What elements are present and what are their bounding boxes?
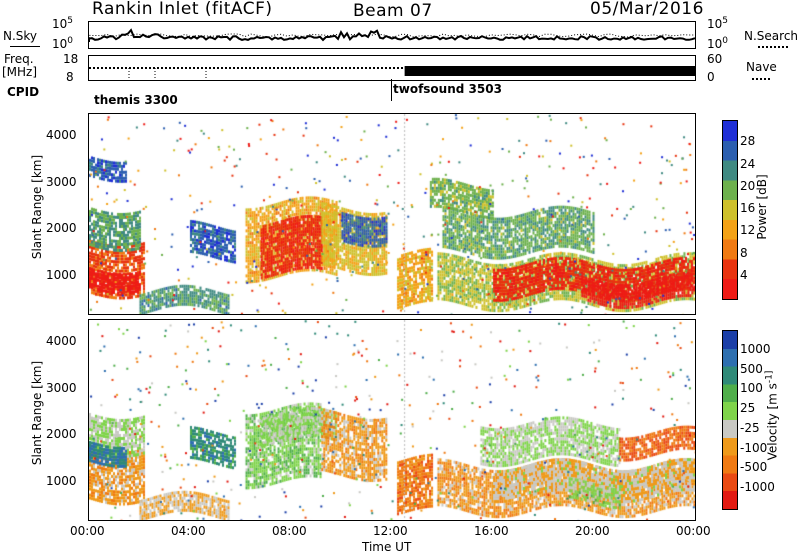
freq-label: Freq.	[4, 52, 34, 66]
colorbar-tick-label: 16	[740, 201, 756, 215]
colorbar-tick-label: -500	[740, 460, 768, 475]
station-title: Rankin Inlet (fitACF)	[92, 0, 273, 19]
power-panel	[88, 113, 696, 315]
time-tick-label: 12:00	[373, 524, 408, 538]
nsky-label-underline	[10, 46, 40, 47]
time-tick-label: 00:00	[70, 524, 105, 538]
nsky-series	[89, 28, 695, 42]
nsky-tick-bottom: 100	[52, 36, 74, 51]
range-tick-label: 4000	[46, 334, 77, 349]
colorbar-tick-label: 20	[740, 178, 756, 193]
colorbar-tick-label: 100	[740, 381, 763, 396]
cpid-strip: themis 3300 twofsound 3503	[88, 79, 694, 107]
colorbar-tick-label: -25	[740, 420, 760, 435]
range-tick-label: 2000	[46, 427, 77, 442]
velocity-heatmap	[89, 320, 695, 520]
nave-label: Nave	[746, 60, 777, 74]
cpid-switch-line	[391, 79, 392, 101]
freq-tick-top: 18	[63, 52, 79, 66]
time-axis-label: Time UT	[362, 540, 412, 554]
freq-nave-panel	[88, 55, 696, 81]
velocity-panel	[88, 319, 696, 521]
velocity-range-axis-label: Slant Range [km]	[30, 360, 44, 466]
time-tick-label: 16:00	[474, 524, 509, 538]
beam-title: Beam 07	[353, 1, 433, 21]
freq-series-2	[404, 66, 695, 76]
noise-panel	[88, 21, 696, 49]
power-colorbar	[722, 120, 738, 300]
time-tick-label: 04:00	[171, 524, 206, 538]
range-tick-label: 2000	[46, 221, 77, 236]
nave-tick-top: 60	[707, 52, 723, 66]
nsearch-tick-top: 105	[707, 16, 729, 31]
nsearch-dotted-line	[758, 46, 788, 48]
time-tick-label: 08:00	[272, 524, 307, 538]
nsearch-label: N.Search	[744, 29, 799, 43]
freq-nave-plot	[89, 66, 695, 78]
freq-tick-bottom: 8	[66, 70, 74, 84]
colorbar-tick-label: 25	[740, 401, 756, 416]
nsky-tick-top: 105	[52, 16, 74, 31]
velocity-colorbar-label: Velocity [m s-1]	[764, 370, 780, 461]
range-tick-label: 4000	[46, 128, 77, 143]
colorbar-tick-label: 4	[740, 267, 748, 282]
velocity-colorbar	[722, 330, 738, 510]
colorbar-tick-label: -100	[740, 440, 768, 455]
range-tick-label: 3000	[46, 380, 77, 395]
power-colorbar-label: Power [dB]	[755, 174, 769, 240]
colorbar-tick-label: 500	[740, 361, 763, 376]
range-tick-label: 1000	[46, 473, 77, 488]
power-heatmap	[89, 114, 695, 314]
cpid-mode-2: twofsound 3503	[393, 82, 502, 96]
nave-dotted-line	[752, 78, 770, 80]
nsearch-tick-bottom: 100	[707, 36, 729, 51]
colorbar-tick-label: 8	[740, 245, 748, 260]
freq-unit-label: [MHz]	[2, 65, 38, 79]
colorbar-tick-label: 1000	[740, 341, 771, 356]
colorbar-tick-label: 12	[740, 223, 756, 238]
range-tick-label: 1000	[46, 267, 77, 282]
date-title: 05/Mar/2016	[590, 0, 704, 19]
cpid-label: CPID	[7, 85, 40, 99]
noise-plot	[89, 28, 695, 42]
colorbar-tick-label: 24	[740, 156, 756, 171]
range-tick-label: 3000	[46, 174, 77, 189]
colorbar-tick-label: -1000	[740, 480, 775, 495]
nsky-label: N.Sky	[3, 29, 38, 43]
colorbar-tick-label: 28	[740, 134, 756, 149]
cpid-mode-1: themis 3300	[94, 93, 178, 107]
time-tick-label: 20:00	[575, 524, 610, 538]
nave-tick-bottom: 0	[707, 70, 715, 84]
power-range-axis-label: Slant Range [km]	[30, 154, 44, 260]
time-tick-label: 00:00	[676, 524, 711, 538]
